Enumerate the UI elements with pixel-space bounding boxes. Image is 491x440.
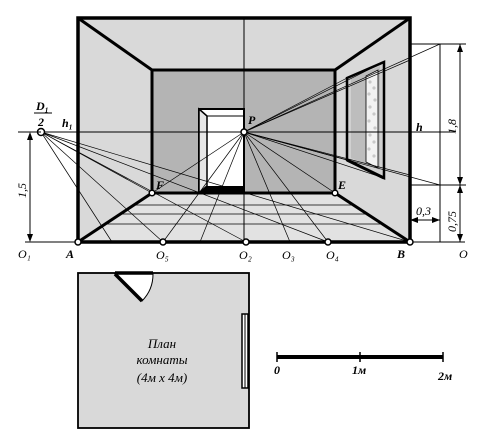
plan-title-line2: комнаты (136, 352, 187, 367)
plan-title-line3: (4м х 4м) (137, 370, 188, 385)
label-b: B (396, 247, 405, 261)
label-2: 2 (37, 115, 44, 129)
scale-bar: 0 1м 2м (274, 352, 452, 383)
plan-room (77, 272, 250, 429)
point-o4 (324, 238, 332, 246)
label-d1: D₁ (35, 99, 49, 113)
label-p: P (248, 113, 256, 127)
scale-label-2: 2м (437, 369, 452, 383)
point-f (148, 189, 156, 197)
label-o2: O₂ (239, 248, 252, 262)
plan-door-leaf (113, 272, 144, 303)
construction-points (36, 127, 414, 246)
point-o2 (242, 238, 250, 246)
label-f: F (155, 178, 164, 192)
left-wall (78, 18, 152, 242)
room-plan: План комнаты (4м х 4м) (77, 271, 250, 429)
dimension-offset-label: 0,3 (416, 204, 431, 218)
label-h: h (416, 120, 423, 134)
room-perspective: D₁ 2 h₁ P h F E A B O₁ O₅ O₂ O₃ O₄ O 1,5 (15, 16, 468, 262)
dimension-right (410, 43, 466, 242)
projection-rays-p (151, 43, 441, 243)
point-p (240, 128, 248, 136)
label-o1: O₁ (18, 247, 31, 261)
dimension-right-bottom-label: 0,75 (445, 211, 459, 232)
plan-title-line1: План (147, 336, 176, 351)
label-o3: O₃ (282, 248, 295, 262)
label-e: E (337, 178, 346, 192)
point-e (331, 189, 339, 197)
dimension-left (18, 131, 41, 242)
room-edges (77, 16, 411, 244)
scale-label-1: 1м (352, 363, 366, 377)
point-a (74, 238, 82, 246)
label-o: O (459, 247, 468, 261)
window (345, 60, 386, 180)
label-o4: O₄ (326, 248, 339, 262)
projection-rays-d1 (40, 131, 411, 243)
dimension-right-top-label: 1,8 (445, 119, 459, 134)
label-h1: h₁ (62, 116, 73, 130)
label-o5: O₅ (156, 248, 169, 262)
door (198, 107, 245, 195)
dimension-left-label: 1,5 (15, 183, 29, 198)
scale-label-0: 0 (274, 363, 280, 377)
label-a: A (65, 247, 74, 261)
point-o5 (159, 238, 167, 246)
point-b (406, 238, 414, 246)
